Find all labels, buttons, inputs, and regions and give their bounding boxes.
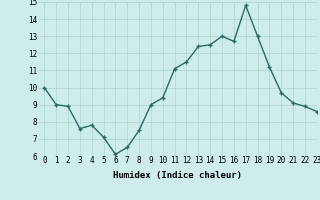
X-axis label: Humidex (Indice chaleur): Humidex (Indice chaleur) xyxy=(113,171,242,180)
